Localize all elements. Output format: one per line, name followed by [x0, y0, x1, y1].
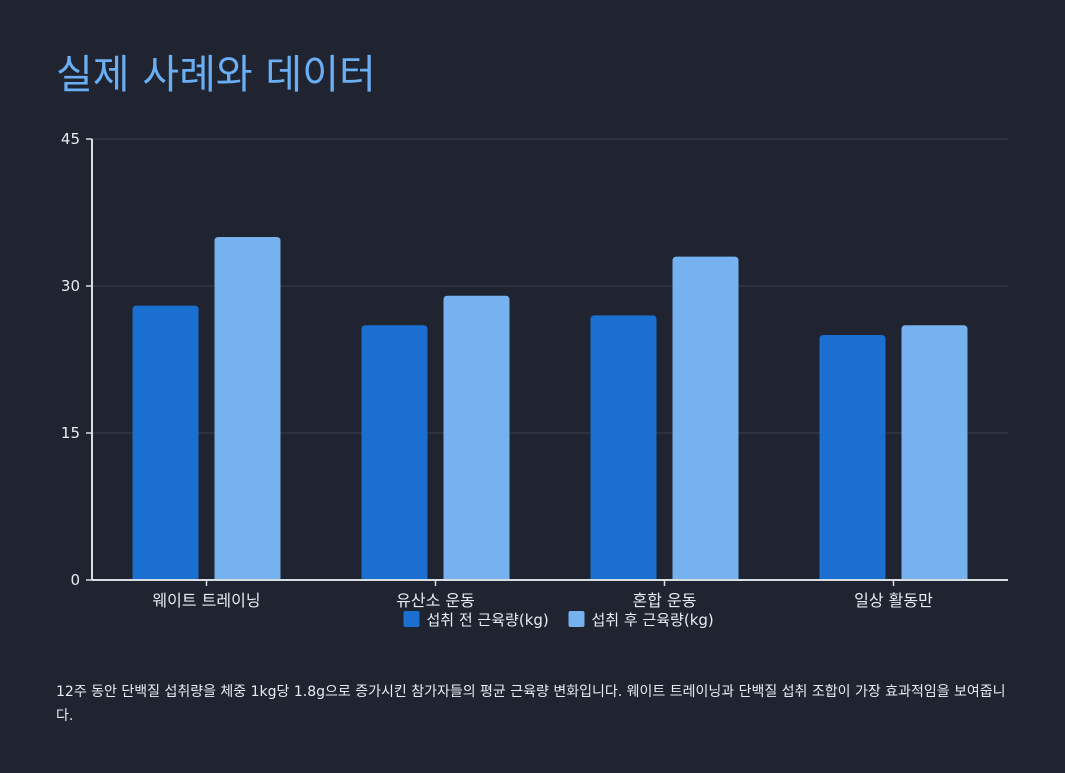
x-category-labels: 웨이트 트레이닝 유산소 운동 혼합 운동 일상 활동만 [152, 591, 933, 610]
bar-after-2 [672, 256, 739, 580]
legend-swatch-1 [568, 611, 585, 627]
legend-swatch-0 [403, 611, 420, 627]
bar-chart: 0 15 30 45 웨이트 트레이닝 유산소 운동 혼합 운동 일상 활동만 섭취 전 근… [61, 130, 1008, 629]
bar-before-0 [132, 305, 199, 580]
axes [86, 138, 1008, 586]
legend-label-0: 섭취 전 근육량(kg) [427, 611, 549, 629]
x-category-label: 유산소 운동 [396, 591, 475, 610]
chart-caption: 12주 동안 단백질 섭취량을 체중 1kg당 1.8g으로 증가시킨 참가자들… [56, 684, 1006, 724]
bar-after-0 [214, 237, 281, 580]
legend: 섭취 전 근육량(kg) 섭취 후 근육량(kg) [403, 611, 714, 629]
bar-before-3 [819, 335, 886, 580]
x-category-label: 혼합 운동 [633, 591, 697, 610]
y-tick-label: 45 [61, 130, 80, 148]
y-tick-label: 30 [61, 277, 80, 295]
x-category-label: 일상 활동만 [854, 591, 933, 610]
bar-after-1 [443, 295, 510, 580]
page-title: 실제 사례와 데이터 [56, 52, 376, 98]
x-category-label: 웨이트 트레이닝 [152, 591, 260, 610]
bar-after-3 [901, 325, 968, 580]
y-tick-label: 0 [70, 571, 80, 589]
bar-before-2 [590, 315, 657, 580]
bar-before-1 [361, 325, 428, 580]
y-tick-labels: 0 15 30 45 [61, 130, 80, 589]
bars [132, 237, 968, 580]
y-tick-label: 15 [61, 424, 80, 442]
legend-label-1: 섭취 후 근육량(kg) [592, 611, 714, 629]
